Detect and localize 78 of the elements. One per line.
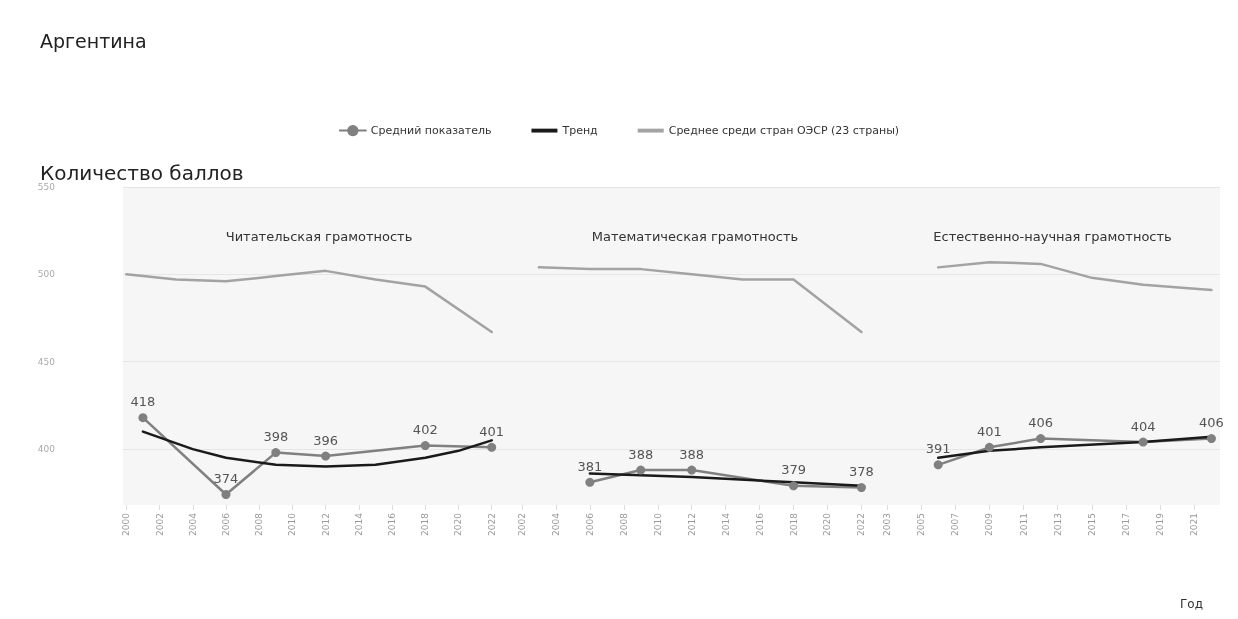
x-tick-label: 2022 (856, 513, 867, 536)
x-tick-label: 2003 (881, 513, 892, 536)
x-tick-label: 2007 (950, 513, 961, 536)
x-tick-label: 2004 (550, 512, 561, 536)
x-tick-label: 2016 (387, 512, 398, 536)
point (420, 441, 430, 451)
x-tick-label: 2010 (287, 512, 298, 536)
data-label: 388 (628, 446, 654, 462)
x-tick-label: 2018 (788, 512, 799, 536)
data-label: 378 (849, 464, 874, 480)
text: Читательская грамотность (225, 229, 413, 244)
point (321, 451, 331, 461)
data-label: 401 (977, 423, 1002, 439)
point (1206, 434, 1216, 444)
x-tick-label: 2010 (652, 512, 663, 536)
data-label: 398 (263, 429, 289, 445)
x-tick-label: 2018 (420, 512, 431, 536)
x-tick-label: 2014 (720, 512, 731, 536)
point (585, 477, 595, 487)
y-tick-label: 450 (37, 356, 56, 367)
x-axis-title: Год (1180, 597, 1203, 611)
x-tick-label: 2011 (1018, 513, 1029, 536)
x-tick-label: 2014 (353, 512, 364, 536)
data-label: 418 (130, 394, 156, 410)
point (271, 448, 281, 458)
x-tick-label: 2019 (1155, 512, 1166, 536)
point (221, 490, 231, 500)
data-label: 406 (1199, 415, 1224, 431)
data-label: 381 (577, 458, 603, 474)
data-label: 406 (1028, 415, 1054, 431)
x-tick-label: 2002 (154, 513, 165, 536)
data-label: 396 (313, 432, 339, 448)
x-tick-label: 2017 (1121, 513, 1132, 536)
y-tick-label: 550 (37, 182, 56, 192)
line-series (125, 269, 493, 334)
x-tick-label: 2004 (187, 512, 198, 536)
text: Аргентина (40, 29, 147, 52)
x-tick-label: 2005 (916, 513, 927, 536)
data-label: 402 (412, 422, 438, 438)
text: Математическая грамотность (591, 229, 799, 244)
point (1036, 434, 1046, 444)
x-tick-label: 2022 (486, 513, 497, 536)
x-tick-label: 2006 (584, 512, 595, 536)
point (687, 465, 697, 475)
x-tick-label: 2008 (618, 512, 629, 536)
x-tick-label: 2020 (822, 512, 833, 536)
data-label: 388 (679, 446, 705, 462)
x-tick-label: 2015 (1086, 513, 1097, 536)
point (984, 442, 994, 452)
data-label: 404 (1130, 418, 1156, 434)
data-label: 401 (479, 423, 505, 439)
y-tick-label: 400 (37, 444, 56, 455)
data-label: 391 (925, 441, 951, 457)
point (138, 413, 148, 423)
point (789, 481, 799, 491)
data-label: 379 (781, 462, 806, 478)
x-tick-label: 2002 (516, 513, 527, 536)
legend-label: Тренд (561, 124, 599, 138)
x-tick-label: 2013 (1052, 513, 1063, 536)
x-tick-label: 2006 (220, 512, 231, 536)
x-tick-label: 2012 (686, 513, 697, 536)
data-label: 374 (213, 471, 239, 487)
x-tick-label: 2020 (453, 512, 464, 536)
x-tick-label: 2016 (754, 512, 765, 536)
y-tick-label: 500 (37, 269, 56, 280)
legend-label: Средний показатель (370, 124, 492, 138)
text: Естественно-научная грамотность (933, 229, 1172, 244)
x-tick-label: 2000 (121, 512, 132, 536)
legend-label: Среднее среди стран ОЭСР (23 страны) (668, 124, 900, 138)
point (933, 460, 943, 470)
point (1138, 437, 1148, 447)
point (636, 465, 646, 475)
point (856, 483, 866, 493)
x-tick-label: 2008 (254, 512, 265, 536)
point (487, 442, 497, 452)
x-tick-label: 2012 (320, 513, 331, 536)
x-tick-label: 2009 (984, 512, 995, 536)
x-tick-label: 2021 (1189, 513, 1200, 536)
